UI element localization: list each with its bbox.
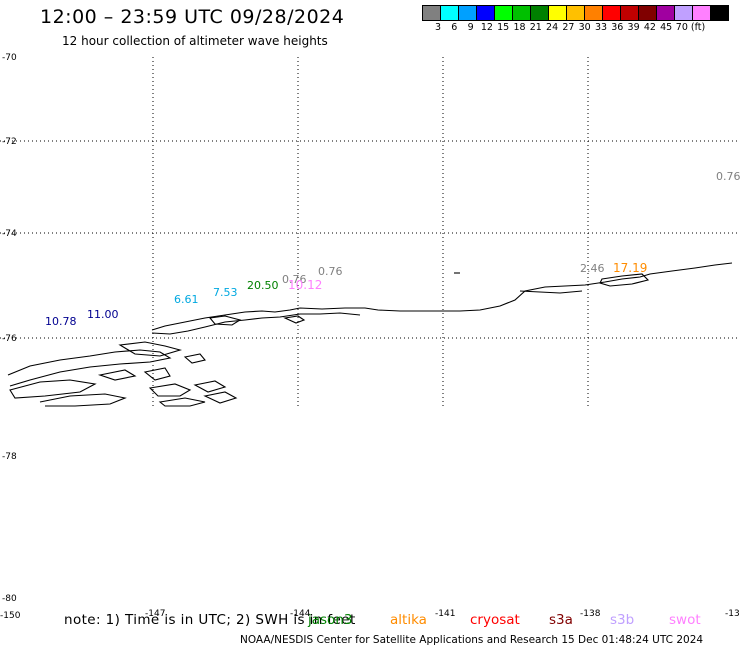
graticule: -70 -72 -74 -76 -78 -80 -150 -147 -144 -141 -138 -1… bbox=[0, 53, 740, 621]
colorbar-label: 70 (ft) bbox=[675, 22, 706, 33]
colorbar-label: 30 bbox=[578, 22, 591, 33]
footer-note: note: 1) Time is in UTC; 2) SWH is in fe… bbox=[64, 612, 356, 628]
colorbar-label: 18 bbox=[513, 22, 526, 33]
satellite-legend-item: s3a bbox=[549, 612, 573, 628]
island bbox=[148, 383, 192, 397]
latitude-label: -78 bbox=[2, 452, 17, 462]
colorbar-label: 21 bbox=[529, 22, 542, 33]
antarctic-coastline bbox=[7, 262, 733, 407]
satellite-legend-item: cryosat bbox=[470, 612, 520, 628]
footer-credit: NOAA/NESDIS Center for Satellite Applica… bbox=[240, 634, 704, 646]
colorbar-label: 6 bbox=[451, 22, 458, 33]
latitude-label: -72 bbox=[2, 137, 17, 147]
ice-shelf-lower-edge bbox=[151, 312, 361, 335]
wave-height-value: 2.46 bbox=[580, 262, 605, 275]
colorbar-label: 3 bbox=[434, 22, 442, 33]
wave-height-value: 10.12 bbox=[288, 278, 322, 292]
satellite-legend-item: altika bbox=[390, 612, 427, 628]
longitude-label: -147 bbox=[145, 609, 165, 619]
colorbar-label: 15 bbox=[497, 22, 510, 33]
colorbar-label: 27 bbox=[562, 22, 575, 33]
wave-height-value: 10.78 bbox=[45, 315, 77, 328]
ice-shelf-edge bbox=[151, 262, 733, 331]
satellite-legend-item: s3b bbox=[610, 612, 635, 628]
coast-inlet bbox=[519, 290, 583, 294]
island bbox=[183, 353, 206, 364]
island bbox=[283, 315, 306, 324]
island bbox=[158, 397, 206, 407]
island bbox=[9, 379, 97, 399]
satellite-legend-item: swot bbox=[669, 612, 701, 628]
ice-rise bbox=[208, 315, 242, 326]
ice-rise bbox=[599, 273, 650, 287]
longitude-label: -135 bbox=[725, 609, 740, 619]
island bbox=[118, 341, 183, 357]
map-subtitle: 12 hour collection of altimeter wave hei… bbox=[62, 34, 328, 48]
colorbar-label: 33 bbox=[594, 22, 608, 33]
latitude-label: -70 bbox=[2, 53, 17, 63]
island bbox=[97, 369, 137, 381]
longitude-label: -150 bbox=[0, 611, 21, 621]
latitude-label: -74 bbox=[2, 229, 17, 239]
wave-height-value: 0.76 bbox=[282, 273, 307, 286]
colorbar-label: 42 bbox=[643, 22, 656, 33]
colorbar-label: 12 bbox=[480, 22, 493, 33]
satellite-legend-item: jason3 bbox=[308, 612, 353, 628]
wave-height-value: 11.00 bbox=[87, 308, 119, 321]
longitude-label: -144 bbox=[290, 609, 311, 619]
longitude-label: -141 bbox=[435, 609, 455, 619]
colorbar-label: 45 bbox=[660, 22, 673, 33]
colorbar-label: 39 bbox=[627, 22, 640, 33]
latitude-label: -80 bbox=[2, 594, 17, 604]
wave-height-value: 20.50 bbox=[247, 279, 279, 292]
colorbar-label: 9 bbox=[467, 22, 474, 33]
wave-height-value: 0.76 bbox=[318, 265, 343, 278]
longitude-label: -138 bbox=[580, 609, 601, 619]
map-title: 12:00 – 23:59 UTC 09/28/2024 bbox=[40, 6, 345, 28]
colorbar-swatch bbox=[710, 5, 729, 21]
wave-height-value: 0.76 bbox=[716, 170, 740, 183]
latitude-label: -76 bbox=[2, 334, 17, 344]
wave-height-value: 7.53 bbox=[213, 286, 238, 299]
island bbox=[39, 393, 127, 407]
wave-height-value: 6.61 bbox=[174, 293, 199, 306]
island bbox=[143, 367, 171, 381]
island bbox=[193, 380, 227, 393]
wave-height-value: 17.19 bbox=[613, 261, 647, 275]
colorbar-label: 36 bbox=[611, 22, 624, 33]
island bbox=[203, 391, 238, 404]
colorbar-label: 24 bbox=[546, 22, 559, 33]
wave-height-colorbar bbox=[422, 5, 729, 21]
